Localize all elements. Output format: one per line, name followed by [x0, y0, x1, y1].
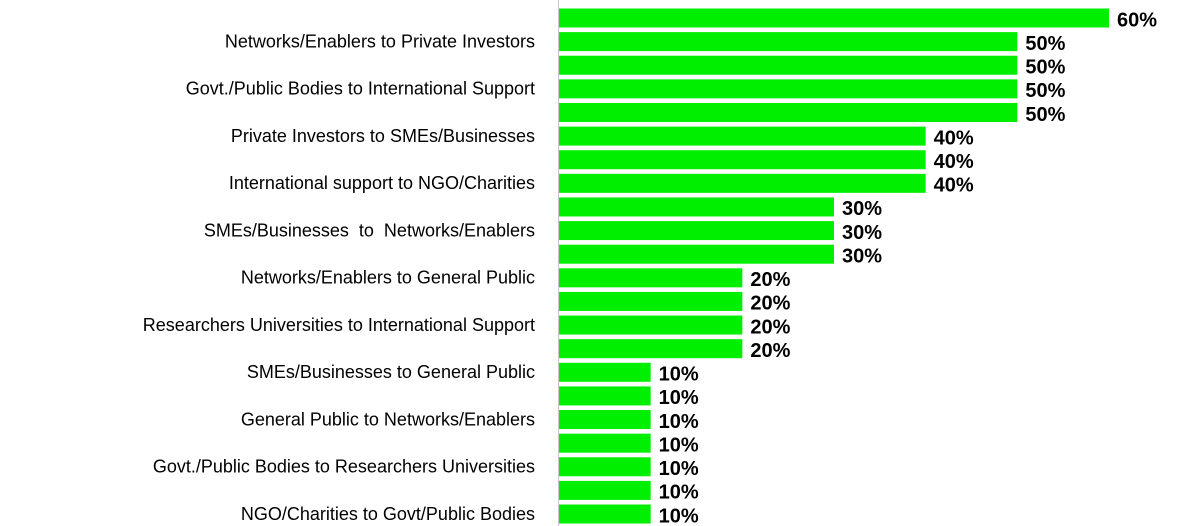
bar — [559, 480, 651, 500]
value-label: 50% — [1025, 33, 1065, 55]
value-label: 20% — [750, 269, 790, 291]
value-label: 20% — [750, 293, 790, 315]
bar — [559, 126, 926, 146]
bar — [559, 291, 743, 311]
bar — [559, 315, 743, 335]
value-label: 10% — [659, 364, 699, 386]
value-label: 40% — [934, 175, 974, 197]
value-label: 10% — [659, 458, 699, 480]
value-label: 10% — [659, 505, 699, 526]
value-label: 10% — [659, 434, 699, 456]
bar — [559, 339, 743, 359]
category-label: General Public to Networks/Enablers — [241, 409, 535, 429]
value-label: 50% — [1025, 57, 1065, 79]
bar — [559, 8, 1109, 28]
value-label: 40% — [934, 127, 974, 149]
value-label: 10% — [659, 411, 699, 433]
value-label: 60% — [1117, 9, 1157, 31]
value-label: 30% — [842, 245, 882, 267]
category-label: Govt./Public Bodies to International Sup… — [186, 79, 535, 99]
category-label: NGO/Charities to Govt/Public Bodies — [241, 504, 535, 524]
bar — [559, 221, 834, 241]
bar — [559, 79, 1018, 99]
value-label: 40% — [934, 151, 974, 173]
category-label: Govt./Public Bodies to Researchers Unive… — [153, 457, 535, 477]
bar — [559, 504, 651, 524]
value-label: 30% — [842, 198, 882, 220]
bar — [559, 362, 651, 382]
bar — [559, 433, 651, 453]
bar — [559, 55, 1018, 75]
category-label: SMEs/Businesses to Networks/Enablers — [204, 220, 535, 240]
value-label: 20% — [750, 316, 790, 338]
value-label: 10% — [659, 387, 699, 409]
category-label: Networks/Enablers to General Public — [241, 268, 535, 288]
value-label: 10% — [659, 482, 699, 504]
category-label: Networks/Enablers to Private Investors — [225, 31, 535, 51]
bar — [559, 197, 834, 217]
bar — [559, 173, 926, 193]
category-label: International support to NGO/Charities — [229, 173, 535, 193]
bar — [559, 32, 1018, 52]
bar — [559, 150, 926, 170]
category-label: SMEs/Businesses to General Public — [247, 362, 535, 382]
bar — [559, 386, 651, 406]
bar — [559, 102, 1018, 122]
bar — [559, 244, 834, 264]
category-label: Researchers Universities to Internationa… — [143, 315, 535, 335]
value-label: 50% — [1025, 104, 1065, 126]
category-label: Private Investors to SMEs/Businesses — [231, 126, 535, 146]
value-label: 30% — [842, 222, 882, 244]
value-label: 50% — [1025, 80, 1065, 102]
bar — [559, 457, 651, 477]
bar — [559, 410, 651, 430]
bar — [559, 268, 743, 288]
value-label: 20% — [750, 340, 790, 362]
